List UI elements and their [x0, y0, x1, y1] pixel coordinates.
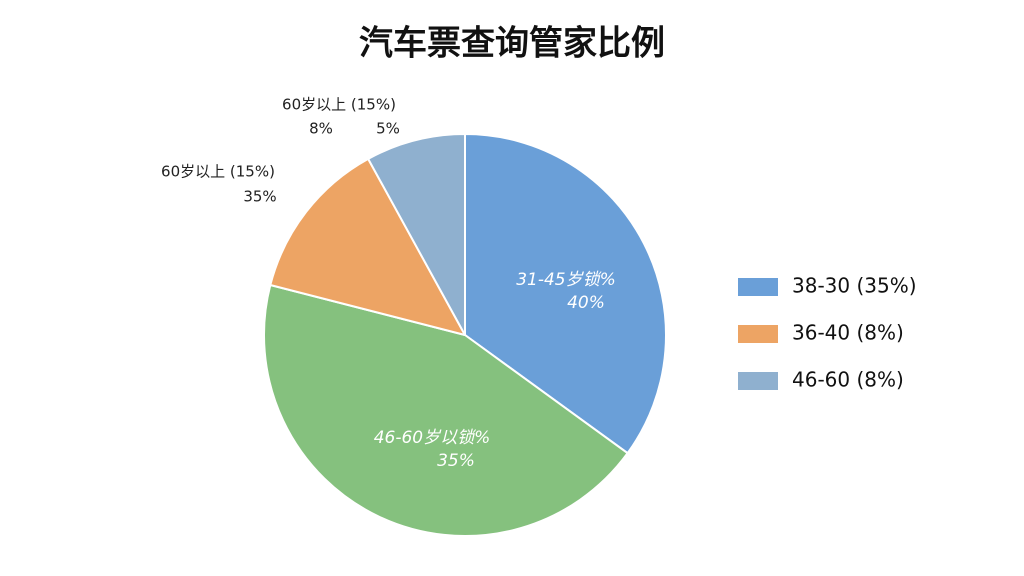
slice-label: 40% — [567, 293, 605, 313]
pie-slice — [263, 283, 630, 537]
slice-label: 60岁以上 (15%) — [161, 163, 275, 181]
slice-label: 46-60岁以锁% — [374, 428, 491, 448]
legend-swatch — [738, 325, 778, 343]
chart-title: 汽车票查询管家比例 — [359, 24, 665, 64]
slice-label: 35% — [243, 188, 276, 206]
legend-swatch — [738, 372, 778, 390]
legend-swatch — [738, 278, 778, 296]
slice-label: 5% — [376, 120, 400, 138]
slice-label: 60岁以上 (15%) — [282, 96, 396, 114]
slice-label: 31-45岁锁% — [516, 270, 616, 290]
pie-slice — [269, 157, 467, 337]
legend-label: 38-30 (35%) — [792, 274, 917, 298]
pie-slice — [464, 132, 667, 455]
slice-label: 35% — [437, 451, 475, 471]
legend-label: 36-40 (8%) — [792, 321, 904, 345]
slice-label: 8% — [309, 120, 333, 138]
pie-slice — [366, 132, 466, 336]
legend-label: 46-60 (8%) — [792, 368, 904, 392]
